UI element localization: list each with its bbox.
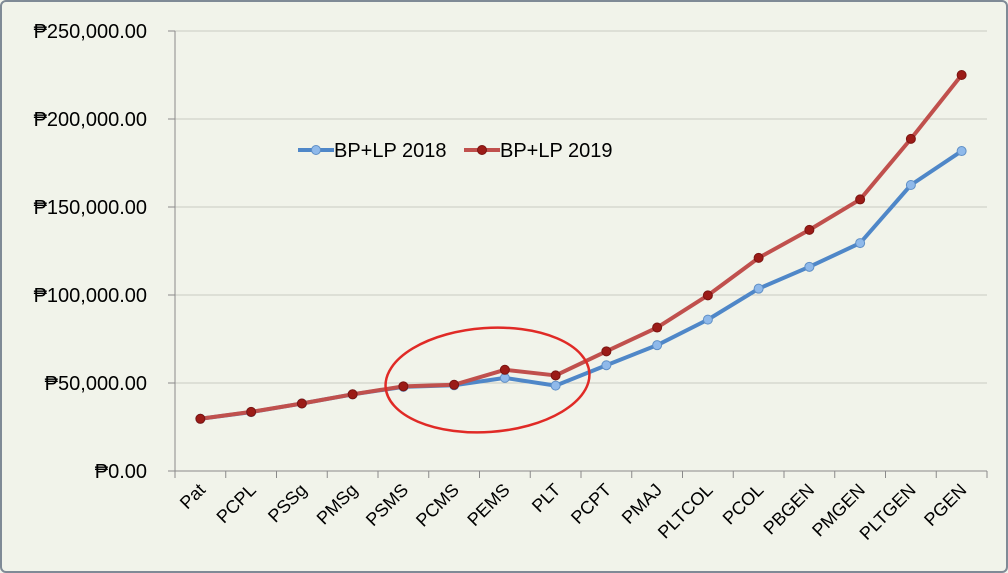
series-line — [198, 149, 964, 421]
x-tick-label: PCMS — [412, 480, 463, 531]
data-point — [804, 261, 815, 272]
x-tick-label: PSSg — [264, 480, 311, 527]
data-point — [753, 252, 764, 263]
x-tick-label: PCPL — [213, 480, 260, 527]
x-tick-label: PEMS — [463, 480, 513, 530]
x-tick-label: PSMS — [362, 480, 412, 530]
x-tick-label: PCPT — [567, 480, 615, 528]
y-tick-label: ₱250,000.00 — [34, 21, 147, 43]
data-point — [905, 180, 916, 190]
series-line — [198, 73, 964, 421]
data-point — [702, 290, 713, 301]
data-point — [956, 146, 967, 157]
legend-label: BP+LP 2019 — [500, 140, 613, 162]
legend-label: BP+LP 2018 — [334, 140, 447, 162]
data-point — [905, 133, 916, 144]
x-tick-label: PMAJ — [618, 480, 666, 528]
x-tick-label: PLTCOL — [654, 480, 717, 543]
data-point — [550, 380, 561, 391]
legend: BP+LP 2018 BP+LP 2019 — [298, 140, 613, 162]
data-point — [449, 379, 460, 390]
legend-marker — [311, 145, 321, 155]
data-point — [296, 398, 307, 409]
data-point — [246, 406, 257, 417]
x-tick-label: PBGEN — [759, 480, 818, 539]
x-tick-label: PCOL — [719, 480, 768, 529]
data-point — [550, 370, 561, 381]
x-tick-labels: Pat PCPL PSSg PMSg PSMS PCMS PEMS PLT PCPT PMAJPL… — [176, 480, 971, 544]
data-point — [347, 389, 358, 400]
data-point — [652, 340, 663, 351]
y-tick-label: ₱200,000.00 — [34, 109, 147, 131]
axes — [168, 30, 988, 478]
y-tick-label: ₱0.00 — [95, 461, 147, 483]
legend-marker — [477, 145, 487, 155]
y-tick-label: ₱50,000.00 — [45, 373, 147, 395]
data-point — [652, 322, 663, 333]
data-point — [855, 238, 866, 249]
data-point — [804, 224, 815, 235]
highlight-ellipse — [384, 326, 591, 434]
y-tick-labels: ₱0.00 ₱50,000.00 ₱100,000.00 ₱150,000.00 ₱20… — [34, 21, 147, 483]
data-point — [398, 381, 409, 392]
data-point — [601, 360, 612, 371]
data-point — [855, 194, 866, 205]
y-tick-label: ₱100,000.00 — [34, 285, 147, 307]
data-point — [956, 70, 967, 80]
data-point — [702, 314, 713, 325]
data-point — [601, 346, 612, 357]
data-point — [195, 413, 206, 424]
y-tick-label: ₱150,000.00 — [34, 197, 147, 219]
annotations — [384, 326, 591, 434]
data-point — [499, 364, 510, 375]
x-tick-label: PLT — [528, 480, 565, 517]
series — [195, 70, 967, 424]
x-tick-label: PMSg — [313, 480, 362, 529]
x-tick-label: PLTGEN — [856, 480, 920, 544]
x-tick-label: PGEN — [920, 480, 970, 530]
data-point — [753, 283, 764, 294]
x-tick-label: Pat — [176, 480, 209, 513]
